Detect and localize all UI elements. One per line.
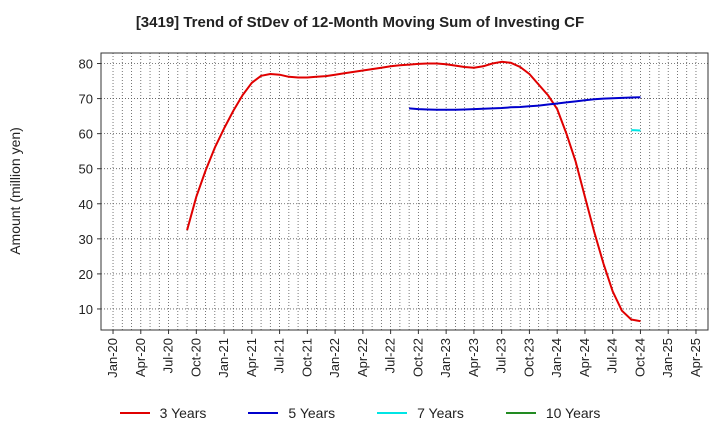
legend-item: 10 Years [505, 405, 601, 421]
x-tick-label: Apr-20 [133, 338, 148, 377]
legend-item: 7 Years [377, 405, 464, 421]
legend-label: 7 Years [417, 405, 464, 421]
legend-item: 3 Years [119, 405, 207, 421]
x-tick-label: Oct-20 [188, 338, 203, 377]
legend-swatch [505, 412, 536, 414]
x-tick-label: Apr-25 [688, 338, 703, 377]
series-line-1 [186, 60, 641, 323]
legend: 3 Years 5 Years 7 Years 10 Years [0, 405, 720, 421]
series-layer [186, 60, 641, 323]
x-tick-label: Oct-21 [299, 338, 314, 377]
x-tick-label: Jul-21 [272, 338, 287, 373]
legend-label: 3 Years [159, 405, 207, 421]
x-tick-label: Oct-23 [521, 338, 536, 377]
y-tick-label: 40 [79, 197, 93, 212]
legend-label: 5 Years [288, 405, 336, 421]
x-tick-label: Jan-22 [327, 338, 342, 378]
x-tick-label: Oct-22 [410, 338, 425, 377]
y-tick-label: 30 [79, 232, 93, 247]
x-tick-label: Apr-23 [466, 338, 481, 377]
chart-title: [3419] Trend of StDev of 12-Month Moving… [135, 14, 585, 31]
y-tick-labels: 10 20 30 40 50 60 70 80 [79, 57, 101, 317]
y-tick-label: 60 [79, 127, 93, 142]
x-tick-label: Jul-23 [494, 338, 509, 373]
x-tick-label: Jan-20 [105, 338, 120, 378]
x-tick-label: Jan-23 [438, 338, 453, 378]
x-tick-label: Apr-21 [244, 338, 259, 377]
y-tick-label: 20 [79, 267, 93, 282]
legend-swatch [377, 412, 408, 414]
y-tick-label: 80 [79, 57, 93, 72]
y-axis-label: Amount (million yen) [7, 127, 23, 255]
y-tick-label: 10 [79, 302, 93, 317]
legend-item: 5 Years [248, 405, 335, 421]
legend-label: 10 Years [545, 405, 601, 421]
x-tick-labels: Jan-20 Apr-20 Jul-20 Oct-20 Jan-21 Apr-21 Jul-… [105, 330, 703, 378]
x-tick-label: Jul-22 [383, 338, 398, 373]
x-tick-label: Jan-25 [660, 338, 675, 378]
legend-swatch [119, 412, 150, 414]
x-tick-label: Apr-22 [355, 338, 370, 377]
x-tick-label: Oct-24 [632, 338, 647, 377]
x-tick-label: Apr-24 [577, 338, 592, 377]
y-tick-label: 70 [79, 92, 93, 107]
series-line-2 [409, 96, 641, 111]
x-tick-label: Jan-21 [216, 338, 231, 378]
y-tick-label: 50 [79, 162, 93, 177]
x-tick-label: Jan-24 [549, 338, 564, 378]
legend-swatch [248, 412, 279, 414]
plot-area [101, 53, 708, 330]
x-tick-label: Jul-20 [161, 338, 176, 373]
x-tick-label: Jul-24 [605, 338, 620, 373]
plot-frame [100, 52, 709, 331]
grid-layer [101, 53, 708, 330]
